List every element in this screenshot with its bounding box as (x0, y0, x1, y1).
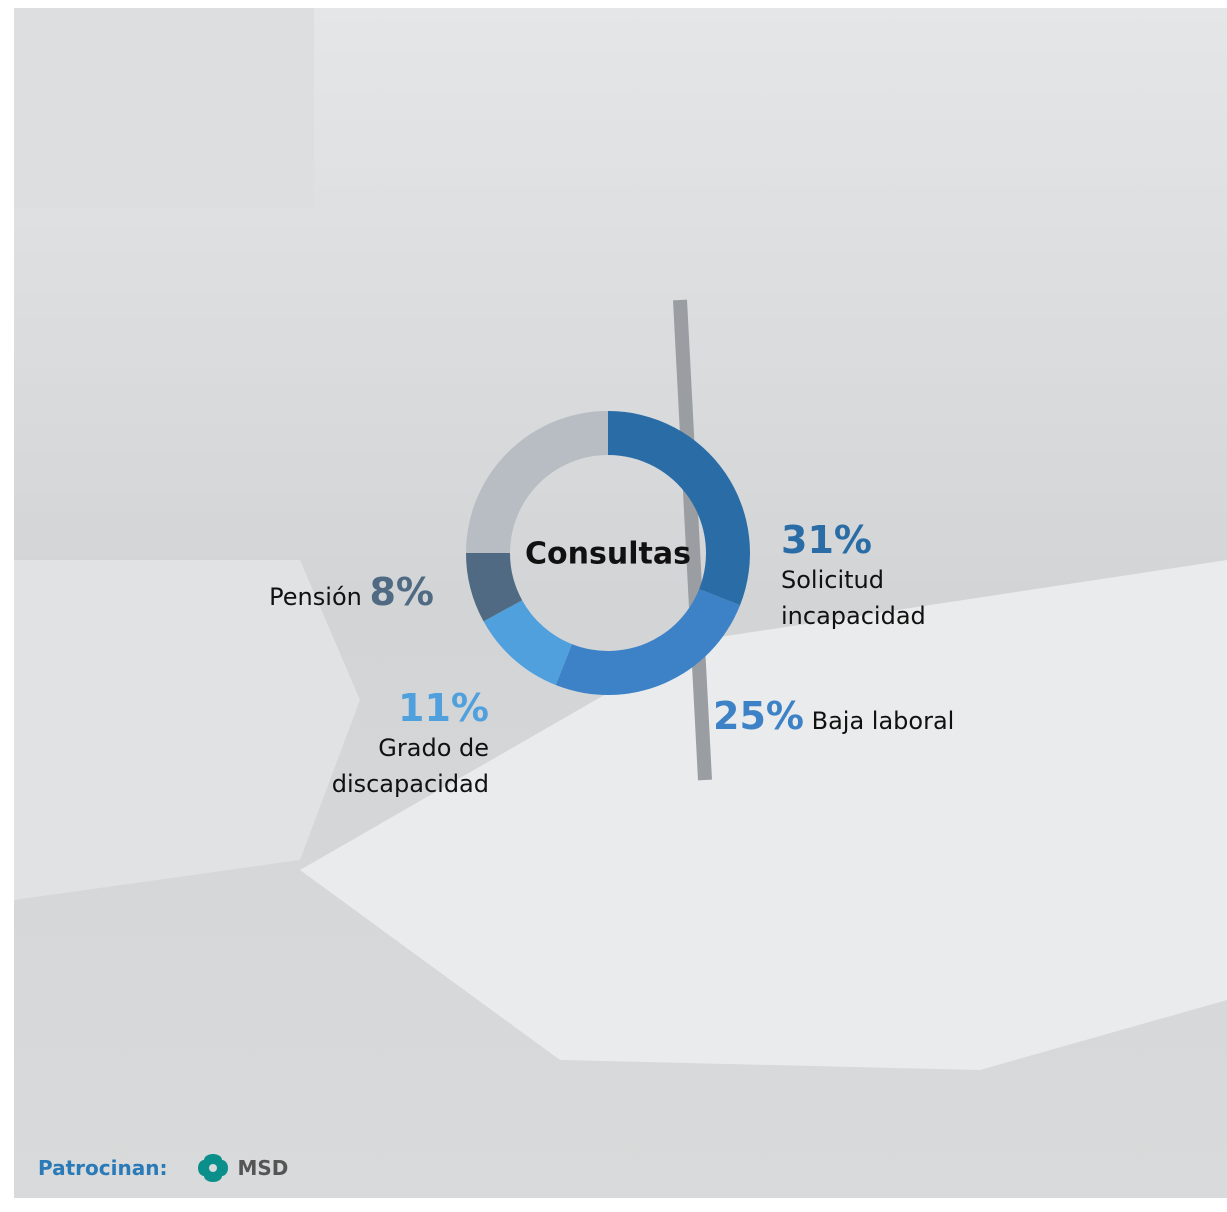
hand (14, 560, 360, 900)
footer: Patrocinan: MSD (38, 1152, 288, 1184)
segment-label: 25% Baja laboral (713, 694, 954, 739)
donut-segment (466, 411, 608, 553)
category-label: Pensión (269, 583, 362, 611)
donut-segment (608, 411, 750, 606)
logo-icon (198, 1154, 229, 1182)
donut-segment (466, 553, 523, 622)
chart-title: Consultas (525, 537, 691, 572)
category-label: Baja laboral (811, 707, 955, 735)
donut-segment (483, 600, 572, 686)
value-label: 8% (369, 570, 434, 614)
value-label: 11% (398, 686, 489, 730)
segment-label: Pensión 8% (269, 570, 434, 615)
paper (300, 560, 1227, 1070)
segment-label: 31% Solicitud incapacidad (781, 518, 961, 634)
segment-label: 11% Grado de discapacidad (309, 686, 489, 802)
value-label: 25% (713, 694, 804, 738)
category-label: Grado de discapacidad (331, 734, 489, 798)
logo-text: MSD (237, 1156, 289, 1180)
logo: MSD (197, 1152, 288, 1184)
value-label: 31% (781, 518, 872, 562)
donut-segment (555, 589, 741, 695)
category-label: Solicitud incapacidad (781, 566, 926, 630)
footer-label: Patrocinan: (38, 1156, 168, 1180)
sleeve (14, 8, 314, 208)
pen (673, 299, 712, 781)
